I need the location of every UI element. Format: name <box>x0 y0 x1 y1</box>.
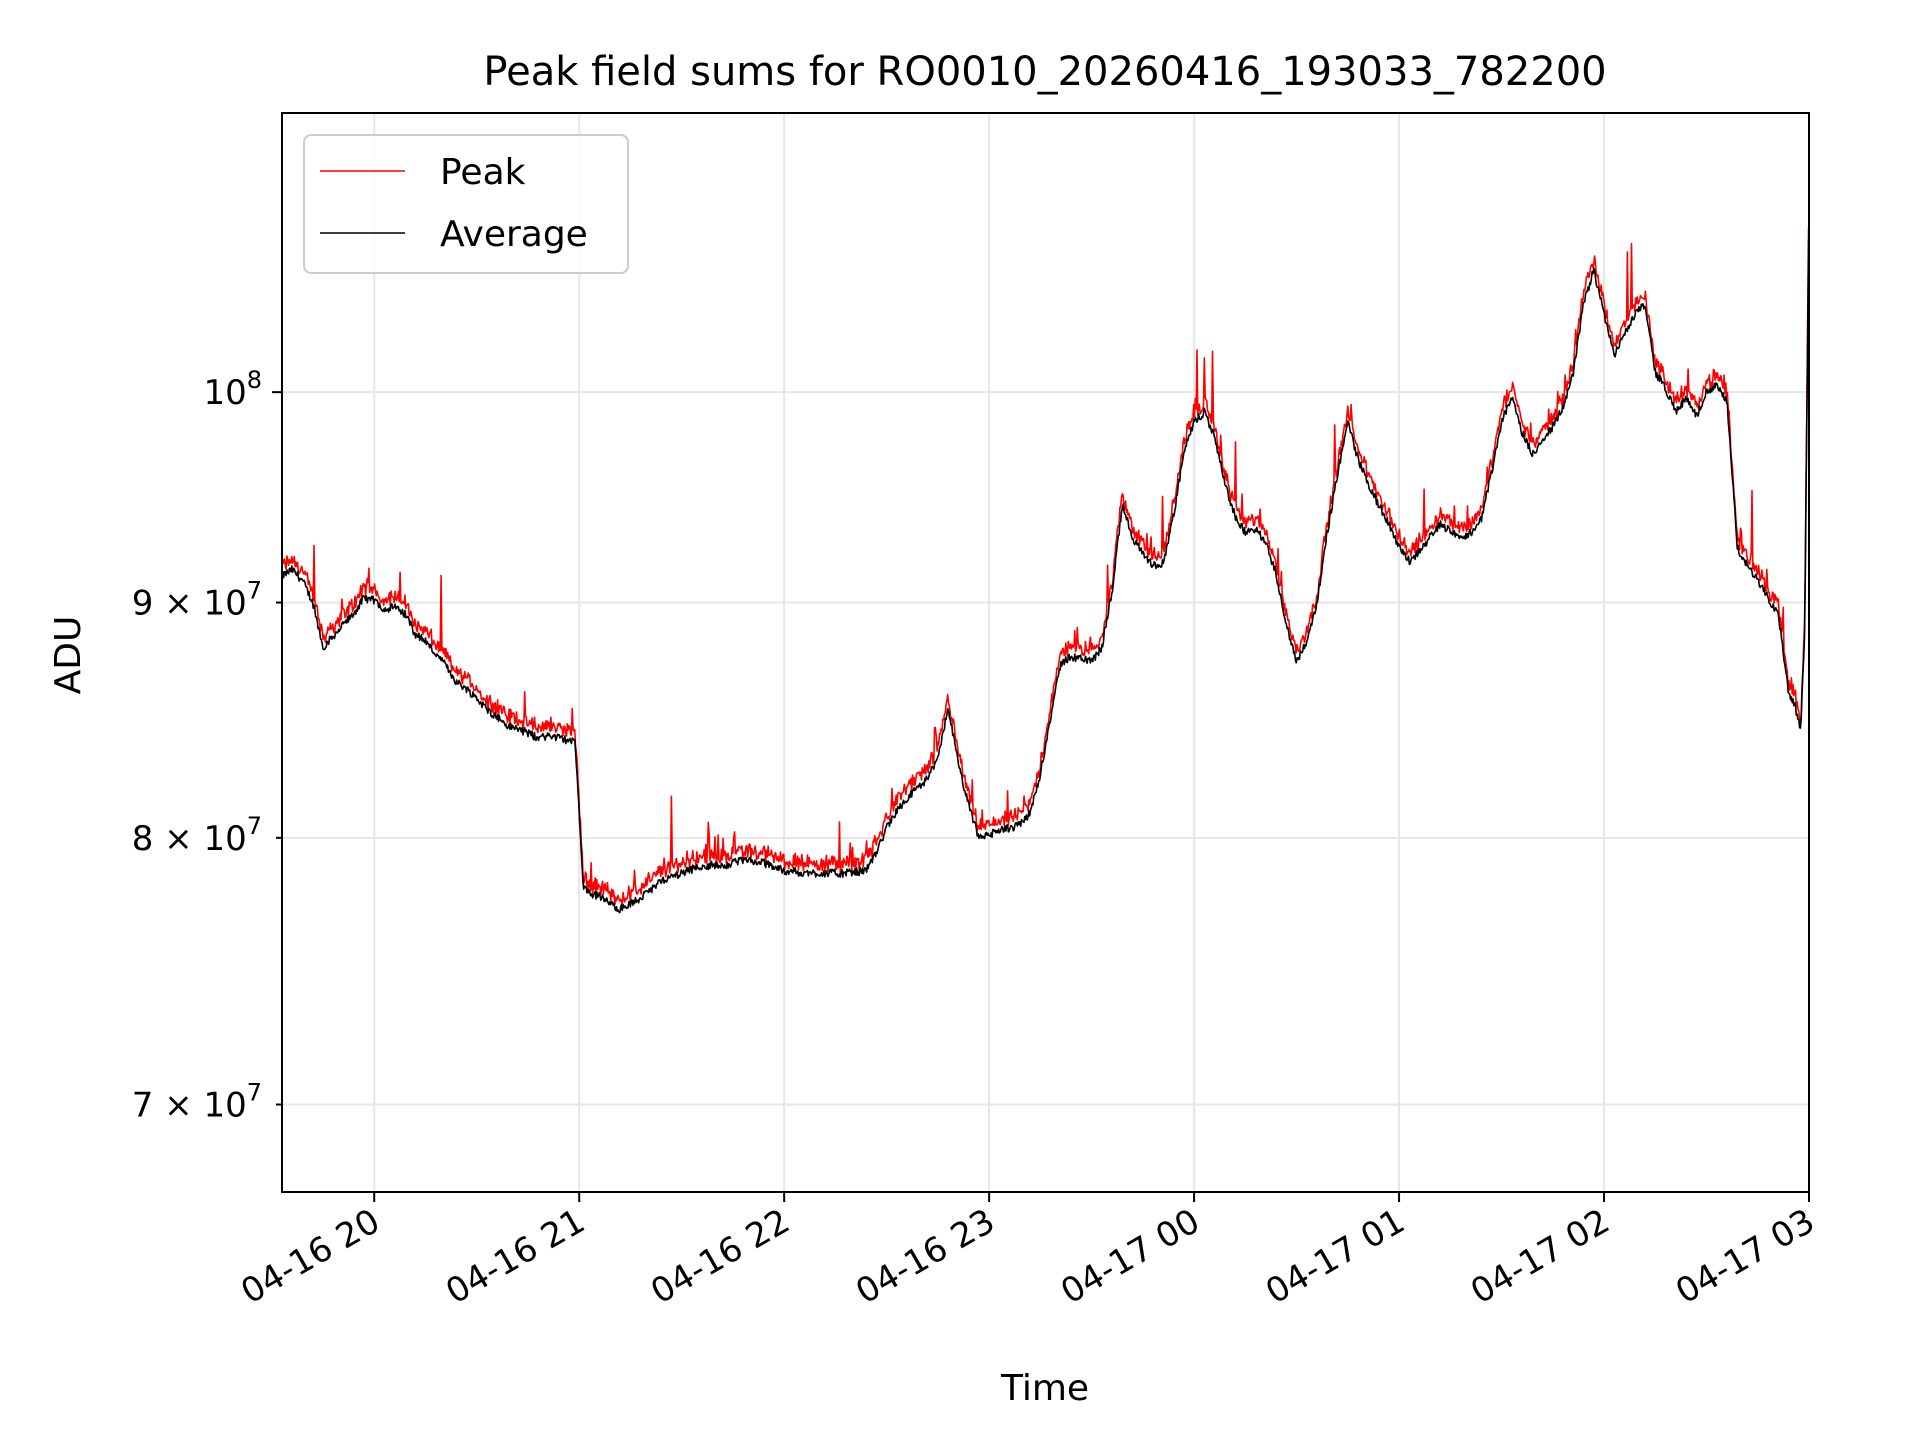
y-axis-label: ADU <box>48 616 89 695</box>
y-tick-label: 7 × 107 <box>132 1079 262 1126</box>
grid <box>282 113 1809 1192</box>
series-layer <box>281 226 1810 914</box>
y-tick-label: 8 × 107 <box>132 812 262 859</box>
series-line-peak <box>281 226 1810 907</box>
legend: Peak Average <box>303 134 629 274</box>
plot-area-frame <box>281 112 1810 1193</box>
series-line-average <box>281 239 1810 914</box>
legend-label-average: Average <box>440 214 588 255</box>
y-tick-label: 9 × 107 <box>132 577 262 624</box>
legend-box <box>303 134 629 274</box>
legend-label-peak: Peak <box>440 152 526 193</box>
chart-title: Peak field sums for RO0010_20260416_1930… <box>483 49 1606 95</box>
x-axis-label: Time <box>1000 1368 1089 1409</box>
